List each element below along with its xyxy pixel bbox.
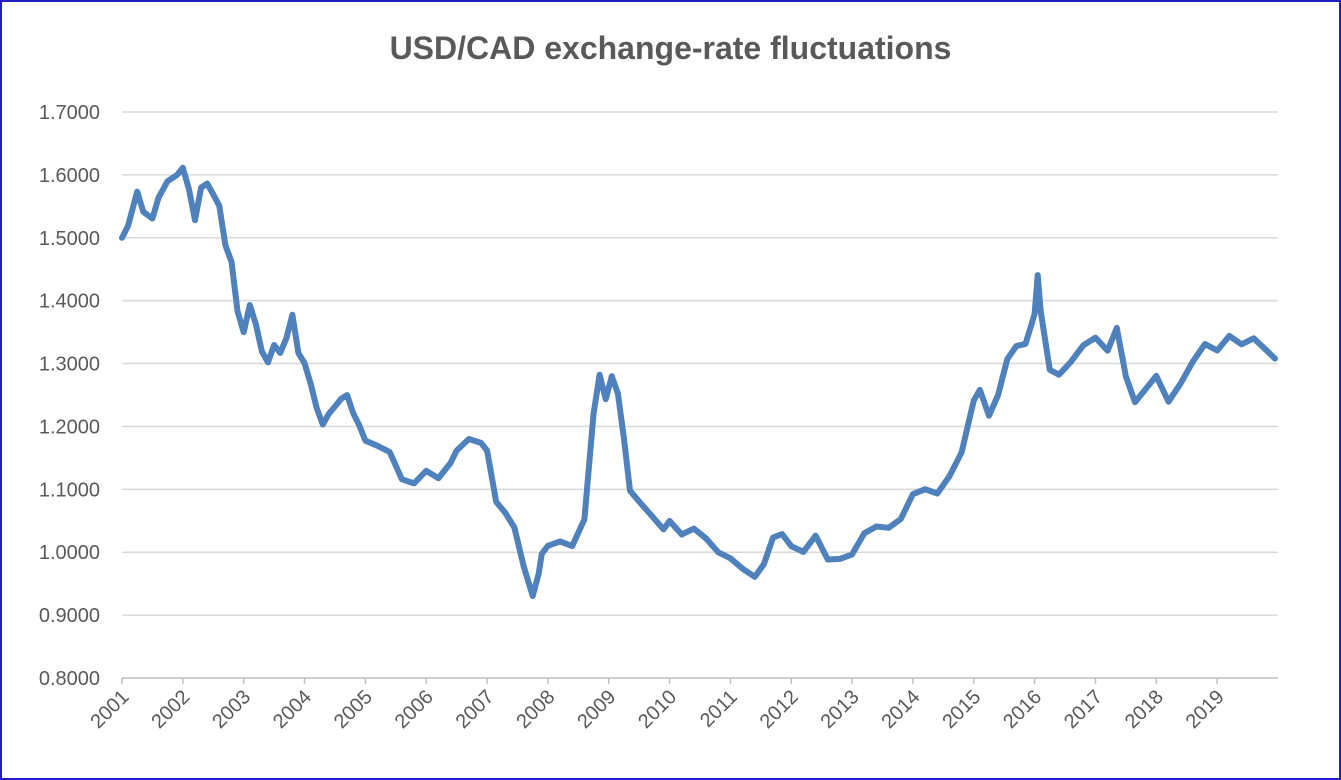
y-tick-label: 1.7000: [39, 102, 100, 124]
x-tick-label: 2008: [512, 686, 559, 733]
series-layer: [119, 164, 1278, 599]
x-tick-label: 2003: [208, 686, 255, 733]
x-tick-label: 2002: [147, 686, 194, 733]
y-tick-label: 1.3000: [39, 354, 100, 376]
x-tick-label: 2012: [756, 686, 803, 733]
x-tick-label: 2014: [877, 686, 924, 733]
x-tick-label: 2017: [1060, 686, 1107, 733]
y-tick-label: 1.4000: [39, 291, 100, 313]
x-tick-label: 2009: [573, 686, 620, 733]
x-tick-label: 2019: [1182, 686, 1229, 733]
x-tick-label: 2006: [391, 686, 438, 733]
x-tick-label: 2016: [999, 686, 1046, 733]
y-tick-label: 1.2000: [39, 416, 100, 438]
y-tick-label: 1.0000: [39, 542, 100, 564]
x-axis-ticks: 2001 2002 2003 2004 2005 2006 2007 2008 2009 2010…: [87, 678, 1229, 733]
x-tick-label: 2013: [817, 686, 864, 733]
x-tick-label: 2004: [269, 686, 316, 733]
y-tick-label: 1.1000: [39, 479, 100, 501]
y-tick-label: 1.6000: [39, 165, 100, 187]
x-tick-label: 2005: [330, 686, 377, 733]
series-line-usd-cad: [119, 164, 1278, 599]
y-tick-label: 1.5000: [39, 228, 100, 250]
x-tick-label: 2010: [634, 686, 681, 733]
chart-title: USD/CAD exchange-rate fluctuations: [389, 30, 952, 66]
x-tick-label: 2018: [1121, 686, 1168, 733]
y-axis-ticks: 0.8000 0.9000 1.0000 1.1000 1.2000 1.3000 1.40…: [39, 102, 100, 690]
y-tick-label: 0.9000: [39, 605, 100, 627]
x-tick-label: 2015: [938, 686, 985, 733]
x-tick-label: 2007: [452, 686, 499, 733]
x-tick-label: 2011: [696, 686, 742, 732]
y-tick-label: 0.8000: [39, 668, 100, 690]
x-tick-label: 2001: [87, 686, 134, 733]
gridlines: [122, 111, 1278, 679]
